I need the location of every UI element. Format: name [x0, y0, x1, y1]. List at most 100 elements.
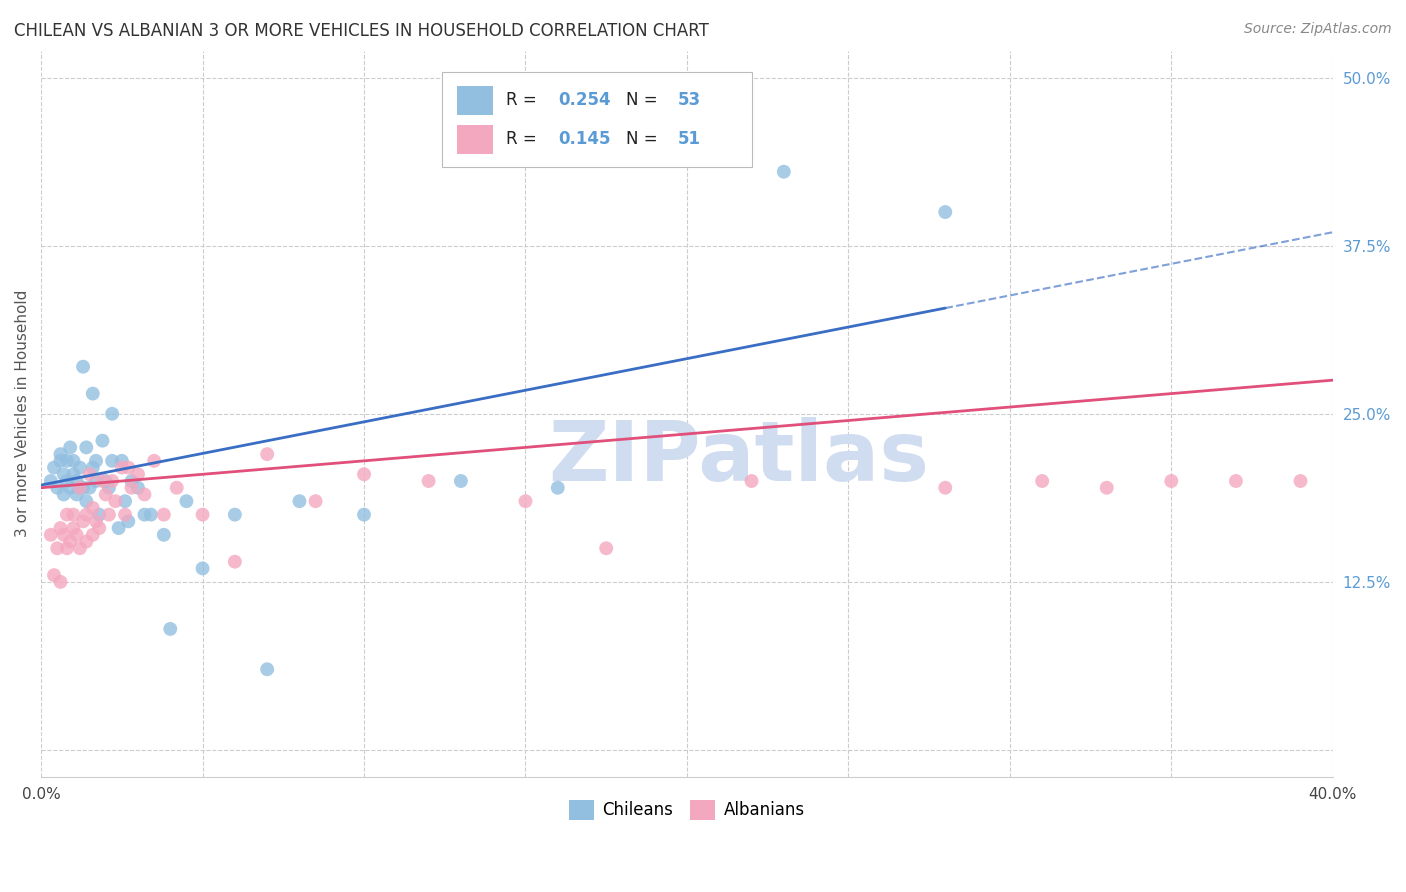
Text: 53: 53	[678, 91, 702, 109]
Point	[91, 474, 114, 488]
Text: 0.254: 0.254	[558, 91, 610, 109]
Point	[134, 487, 156, 501]
Point	[52, 528, 75, 542]
Point	[56, 474, 79, 488]
Point	[450, 474, 472, 488]
Point	[117, 514, 139, 528]
Point	[62, 508, 84, 522]
Point	[159, 622, 181, 636]
FancyBboxPatch shape	[441, 72, 752, 167]
Point	[97, 481, 120, 495]
Text: N =: N =	[626, 91, 664, 109]
Y-axis label: 3 or more Vehicles in Household: 3 or more Vehicles in Household	[15, 290, 30, 538]
Point	[111, 460, 134, 475]
Point	[75, 508, 97, 522]
Point	[72, 514, 94, 528]
Point	[84, 514, 107, 528]
Point	[256, 447, 278, 461]
Point	[121, 481, 143, 495]
Point	[82, 500, 104, 515]
Point	[75, 441, 97, 455]
Point	[49, 447, 72, 461]
Point	[72, 481, 94, 495]
Point	[66, 528, 89, 542]
Point	[515, 494, 537, 508]
Point	[46, 481, 69, 495]
Point	[418, 474, 440, 488]
Point	[82, 528, 104, 542]
Point	[191, 561, 214, 575]
Point	[934, 481, 956, 495]
Point	[134, 508, 156, 522]
Point	[39, 528, 62, 542]
Point	[741, 474, 763, 488]
Point	[94, 487, 117, 501]
Point	[69, 541, 91, 556]
Point	[66, 487, 89, 501]
Point	[94, 474, 117, 488]
Point	[1225, 474, 1247, 488]
Point	[52, 487, 75, 501]
Point	[56, 541, 79, 556]
Point	[121, 474, 143, 488]
Point	[353, 508, 375, 522]
Point	[153, 528, 176, 542]
Point	[69, 481, 91, 495]
Point	[62, 521, 84, 535]
Point	[107, 521, 129, 535]
Point	[127, 467, 149, 482]
Point	[84, 454, 107, 468]
Point	[101, 454, 124, 468]
Point	[69, 460, 91, 475]
Text: CHILEAN VS ALBANIAN 3 OR MORE VEHICLES IN HOUSEHOLD CORRELATION CHART: CHILEAN VS ALBANIAN 3 OR MORE VEHICLES I…	[14, 22, 709, 40]
FancyBboxPatch shape	[457, 86, 494, 114]
Point	[82, 460, 104, 475]
Point	[59, 481, 82, 495]
Point	[1031, 474, 1053, 488]
Point	[353, 467, 375, 482]
Point	[101, 474, 124, 488]
Point	[42, 460, 65, 475]
Point	[117, 460, 139, 475]
Point	[595, 541, 617, 556]
Point	[139, 508, 162, 522]
Point	[56, 454, 79, 468]
Point	[256, 662, 278, 676]
Point	[97, 508, 120, 522]
Point	[89, 508, 111, 522]
Point	[84, 474, 107, 488]
Point	[224, 555, 246, 569]
Point	[66, 474, 89, 488]
Point	[1289, 474, 1312, 488]
Point	[101, 407, 124, 421]
Point	[79, 481, 101, 495]
Point	[304, 494, 326, 508]
Text: R =: R =	[506, 91, 543, 109]
Point	[75, 534, 97, 549]
Legend: Chileans, Albanians: Chileans, Albanians	[562, 793, 811, 827]
Point	[114, 508, 136, 522]
Point	[143, 454, 166, 468]
Point	[42, 568, 65, 582]
Point	[75, 494, 97, 508]
Point	[176, 494, 198, 508]
FancyBboxPatch shape	[457, 125, 494, 153]
Point	[91, 434, 114, 448]
Point	[224, 508, 246, 522]
Point	[166, 481, 188, 495]
Point	[52, 467, 75, 482]
Point	[49, 521, 72, 535]
Point	[772, 165, 794, 179]
Point	[59, 441, 82, 455]
Point	[111, 454, 134, 468]
Text: Source: ZipAtlas.com: Source: ZipAtlas.com	[1244, 22, 1392, 37]
Point	[934, 205, 956, 219]
Point	[49, 574, 72, 589]
Point	[49, 454, 72, 468]
Point	[62, 467, 84, 482]
Point	[56, 508, 79, 522]
Point	[644, 151, 666, 165]
Text: N =: N =	[626, 130, 664, 148]
Point	[127, 481, 149, 495]
Point	[82, 386, 104, 401]
